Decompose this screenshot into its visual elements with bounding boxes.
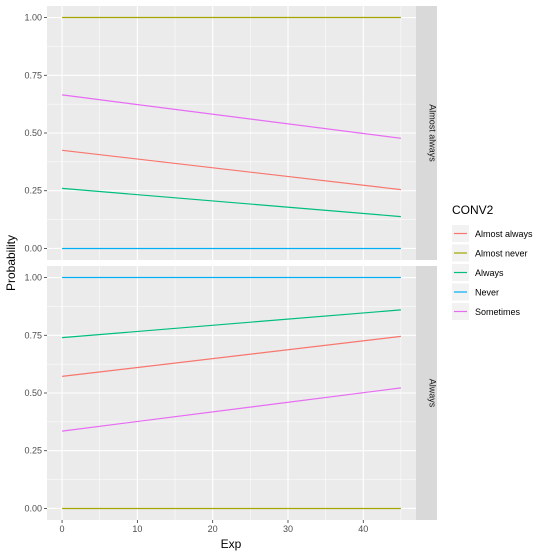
legend-label: Almost never [475,249,528,259]
legend: CONV2 Almost always Almost never Always Nev… [452,203,533,320]
y-axis-title: Probability [4,235,18,291]
series-line-almost-always [62,335,401,377]
legend-label: Sometimes [475,307,521,317]
x-axis-title: Exp [221,537,242,551]
legend-entry-sometimes: Sometimes [452,303,521,320]
x-tick-label: 30 [283,524,293,534]
legend-label: Almost always [475,229,533,239]
facet-strip-label: Always [428,379,438,408]
legend-label: Always [475,268,504,278]
x-tick-label: 10 [132,524,142,534]
y-tick-label: 0.25 [24,186,42,196]
facet-panel: 0.00 0.25 0.50 0.75 1.00 Always [24,266,438,520]
series-line-always [62,187,401,218]
series-line-always [62,309,401,339]
series-line-sometimes [62,387,401,432]
facet-panel: 0.00 0.25 0.50 0.75 1.00 Almost always [24,6,438,260]
legend-entry-almost-never: Almost never [452,244,528,262]
legend-label: Never [475,288,499,298]
series-line-sometimes [62,94,401,139]
x-tick-label: 40 [358,524,368,534]
x-tick-label: 0 [60,524,65,534]
y-tick-label: 0.50 [24,128,42,138]
legend-entry-never: Never [452,283,499,301]
facet-strip [416,266,437,520]
legend-entry-always: Always [452,264,504,281]
panels: 0.00 0.25 0.50 0.75 1.00 Almost always 0.00 0.2… [24,6,438,534]
y-tick-label: 0.75 [24,70,42,80]
y-tick-label: 0.50 [24,388,42,398]
facet-strip-label: Almost always [428,104,438,162]
y-tick-label: 0.00 [24,503,42,513]
y-tick-label: 0.00 [24,243,42,253]
y-tick-label: 0.75 [24,330,42,340]
y-tick-label: 1.00 [24,13,42,23]
series-line-almost-always [62,149,401,191]
facet-strip [416,6,437,260]
legend-entry-almost-always: Almost always [452,225,533,242]
x-tick-label: 20 [208,524,218,534]
y-tick-label: 1.00 [24,273,42,283]
y-tick-label: 0.25 [24,446,42,456]
legend-title: CONV2 [452,203,494,217]
